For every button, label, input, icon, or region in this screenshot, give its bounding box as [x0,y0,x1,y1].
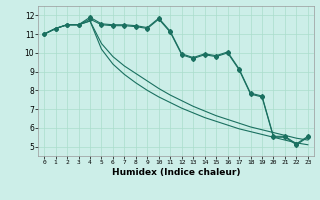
X-axis label: Humidex (Indice chaleur): Humidex (Indice chaleur) [112,168,240,177]
